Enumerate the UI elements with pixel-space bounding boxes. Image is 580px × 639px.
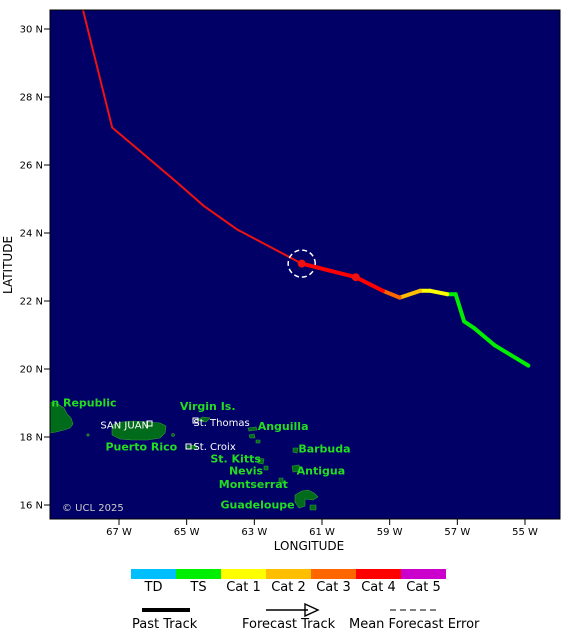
st-barths-land — [255, 439, 261, 444]
past-track-segment — [299, 261, 358, 280]
legend-swatch — [221, 569, 266, 579]
forecast-track-layer — [81, 10, 316, 278]
past-track-segment — [397, 288, 423, 300]
past-track-segment — [492, 343, 531, 368]
lat-tick-label: 26 N — [20, 161, 43, 172]
ylabel: LATITUDE — [1, 236, 15, 294]
legend-swatch — [266, 569, 311, 579]
antigua-land — [291, 464, 301, 473]
lat-tick-label: 22 N — [20, 297, 43, 308]
past-track-segment — [380, 288, 402, 300]
legend-swatch — [311, 569, 356, 579]
copyright-text: © UCL 2025 — [62, 503, 124, 514]
lat-tick-label: 28 N — [20, 93, 43, 104]
place-label: Virgin Is. — [180, 400, 236, 413]
st-croix-marker — [185, 443, 192, 450]
lon-tick-label: 67 W — [106, 527, 132, 538]
past-track-segment — [462, 319, 477, 331]
vieques-land — [171, 433, 175, 437]
nevis-land — [263, 465, 269, 471]
forecast-point — [297, 259, 306, 268]
lon-tick-label: 59 W — [377, 527, 403, 538]
legend-category-label: Cat 1 — [226, 580, 261, 595]
lat-tick-label: 16 N — [20, 501, 43, 512]
lon-tick-label: 65 W — [174, 527, 200, 538]
forecast-track-key-label: Forecast Track — [242, 617, 336, 632]
place-label: Nevis — [229, 464, 264, 477]
plot-frame — [49, 9, 561, 520]
legend-category-label: TS — [189, 580, 206, 595]
lon-tick-label: 61 W — [309, 527, 335, 538]
lat-tick-label: 18 N — [20, 433, 43, 444]
mean-error-key-label: Mean Forecast Error — [349, 617, 480, 632]
latitude-axis: 30 N 28 N 26 N 24 N 22 N 20 N 18 N 16 N — [20, 25, 50, 512]
track-key: Past Track Forecast Track Mean Forecast … — [132, 602, 480, 632]
lon-tick-label: 55 W — [512, 527, 538, 538]
lat-tick-label: 24 N — [20, 229, 43, 240]
xlabel: LONGITUDE — [274, 539, 344, 553]
st-thomas-marker — [192, 417, 199, 424]
past-track-segment — [453, 292, 467, 324]
forecast-point — [351, 273, 360, 282]
place-label: Anguilla — [258, 420, 309, 433]
st-kitts-land — [257, 457, 265, 465]
past-track-layer — [299, 261, 531, 368]
intensity-legend: TD TS Cat 1 Cat 2 Cat 3 Cat 4 Cat 5 — [131, 569, 446, 595]
legend-category-label: Cat 2 — [271, 580, 306, 595]
legend-swatch — [176, 569, 221, 579]
place-label: Montserrat — [219, 478, 288, 491]
anguilla-land — [247, 426, 258, 432]
st-martin-land — [248, 433, 256, 439]
past-track-key-label: Past Track — [132, 617, 198, 632]
place-label: St. Kitts — [210, 453, 261, 466]
legend-category-label: Cat 4 — [361, 580, 396, 595]
barbuda-land — [292, 447, 299, 454]
forecast-track-key-arrow — [304, 602, 320, 618]
legend-category-label: TD — [144, 580, 163, 595]
forecast-track-line — [81, 10, 303, 265]
city-label: SAN JUAN — [100, 421, 149, 432]
place-labels: n Republic Virgin Is. Puerto Rico Anguilla B… — [51, 396, 350, 511]
place-label: Antigua — [297, 464, 346, 477]
legend-swatch — [131, 569, 176, 579]
longitude-axis: 67 W 65 W 63 W 61 W 59 W 57 W 55 W — [106, 519, 538, 538]
guadeloupe-land — [294, 489, 319, 509]
san-juan-marker — [146, 420, 153, 427]
city-label: St. Croix — [193, 442, 235, 453]
place-label: n Republic — [51, 396, 116, 409]
place-label: Barbuda — [298, 442, 350, 455]
marie-galante-land — [309, 504, 317, 511]
city-label: St. Thomas — [193, 418, 249, 429]
legend-category-label: Cat 5 — [406, 580, 441, 595]
lat-tick-label: 30 N — [20, 25, 43, 36]
legend-swatch — [401, 569, 446, 579]
past-track-segment — [472, 326, 497, 348]
forecast-points-layer — [297, 259, 360, 282]
legend-swatch — [356, 569, 401, 579]
past-track-segment — [353, 275, 385, 293]
lat-tick-label: 20 N — [20, 365, 43, 376]
place-label: Puerto Rico — [105, 441, 177, 454]
place-label: Guadeloupe — [221, 498, 295, 511]
forecast-error-circle — [287, 249, 316, 278]
hispaniola-land — [50, 401, 74, 434]
virgin-islands-land — [194, 416, 211, 423]
lon-tick-label: 57 W — [444, 527, 470, 538]
past-track-segment — [428, 288, 450, 297]
lon-tick-label: 63 W — [241, 527, 267, 538]
montserrat-land — [278, 477, 284, 484]
legend-category-label: Cat 3 — [316, 580, 351, 595]
mona-island-land — [86, 433, 90, 437]
